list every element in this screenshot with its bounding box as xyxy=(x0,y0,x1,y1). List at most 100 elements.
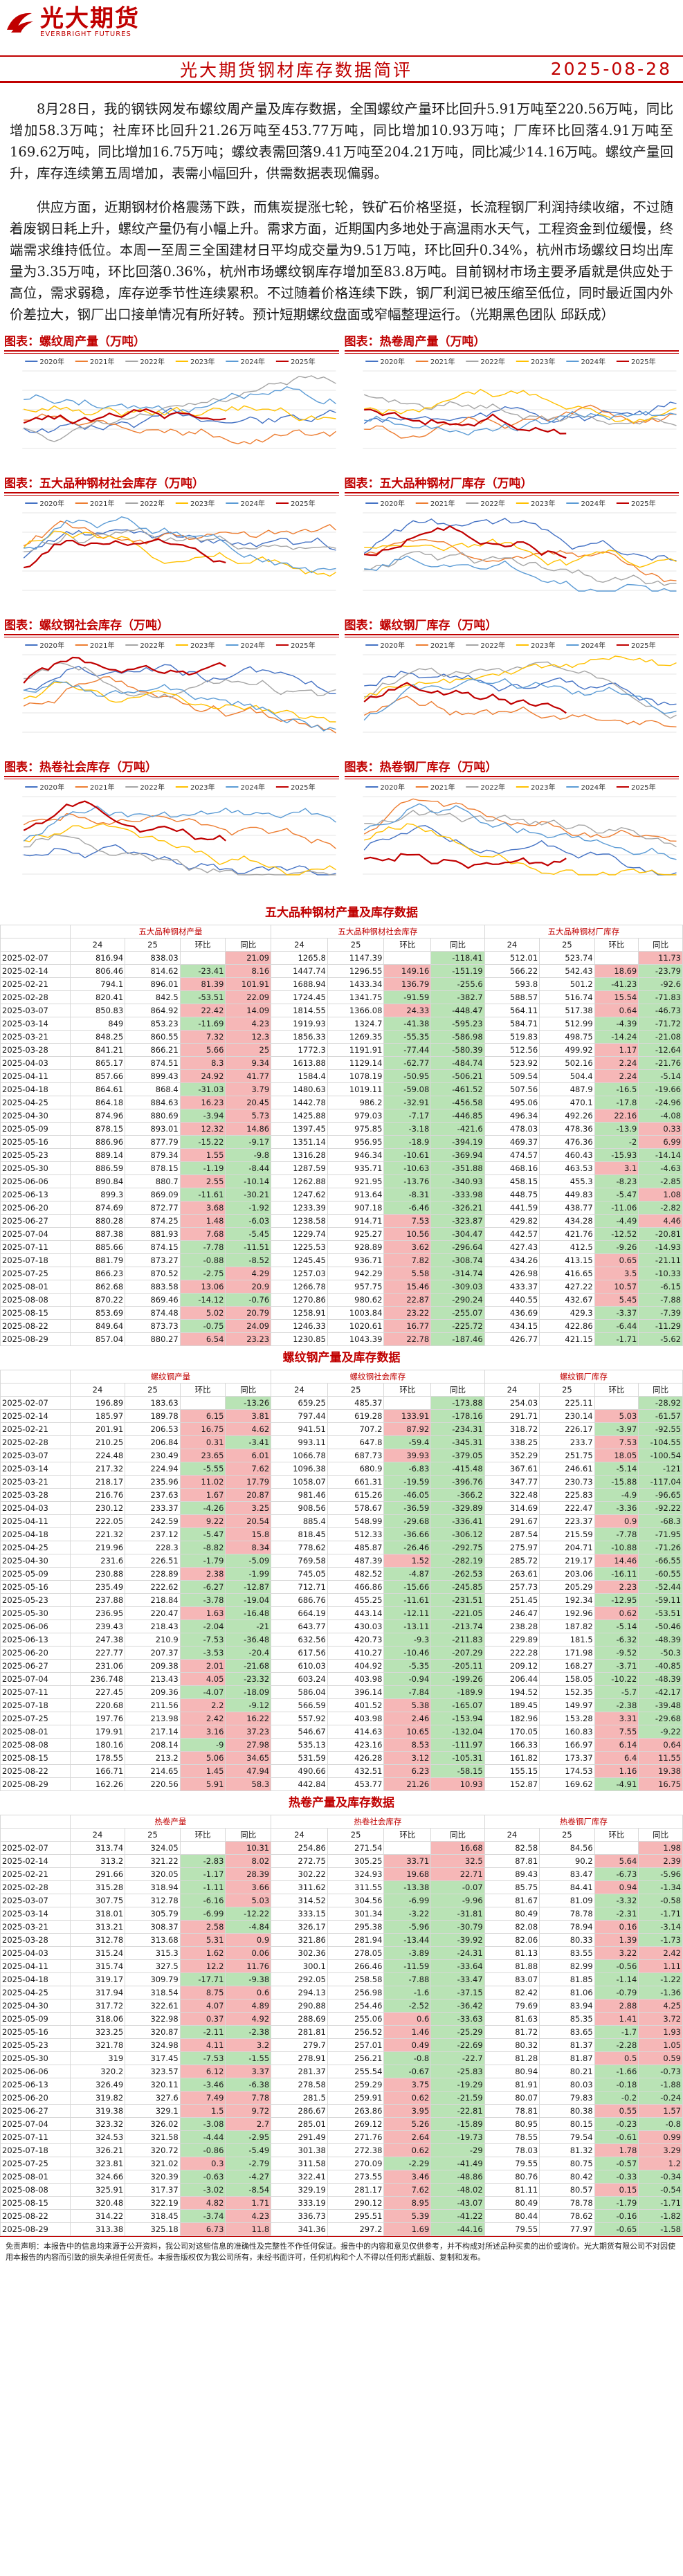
date-cell: 2025-02-14 xyxy=(0,1409,71,1423)
value-cell: 257.73 xyxy=(484,1580,540,1594)
table-row: 2025-04-25 219.96 228.3 -8.82 8.34 778.62 485.… xyxy=(0,1541,683,1554)
value-cell: 956.95 xyxy=(327,1135,385,1149)
value-cell: 319.82 xyxy=(69,2091,126,2105)
value-cell: 314.22 xyxy=(69,2209,126,2223)
legend-label: 2022年 xyxy=(140,357,165,366)
value-cell: -12.52 xyxy=(594,1227,639,1241)
value-cell: -61.57 xyxy=(638,1409,683,1423)
value-cell: 80.07 xyxy=(484,2091,540,2105)
value-cell: 230.73 xyxy=(539,1475,595,1489)
value-cell: 84.56 xyxy=(539,1841,595,1855)
value-cell: 818.45 xyxy=(271,1527,328,1541)
value-cell: -1.66 xyxy=(594,2065,639,2078)
value-cell: -187.46 xyxy=(430,1332,485,1346)
column-header: 环比 xyxy=(383,1828,432,1842)
value-cell: 4.25 xyxy=(638,1999,683,2013)
column-header: 同比 xyxy=(225,1828,272,1842)
value-cell: 712.71 xyxy=(271,1580,328,1594)
value-cell: 499.92 xyxy=(539,1043,595,1057)
table-row: 2025-06-06 890.84 880.7 2.55 -10.14 1262.88 92… xyxy=(0,1174,683,1188)
value-cell: 322.61 xyxy=(125,1999,181,2013)
value-cell: 1258.91 xyxy=(271,1306,328,1320)
value-cell: 1.48 xyxy=(179,1214,226,1228)
value-cell: 281.5 xyxy=(271,2091,328,2105)
value-cell: 15.8 xyxy=(225,1527,272,1541)
value-cell: 304.56 xyxy=(327,1894,385,1907)
value-cell: -6.83 xyxy=(383,1462,432,1476)
value-cell: 512.01 xyxy=(484,951,540,965)
value-cell: 1287.59 xyxy=(271,1161,328,1175)
value-cell: 311.58 xyxy=(271,2157,328,2170)
value-cell: -19.04 xyxy=(225,1593,272,1607)
date-cell: 2025-02-07 xyxy=(0,951,71,965)
value-cell: 235.49 xyxy=(69,1580,126,1594)
value-cell: 512.99 xyxy=(539,1017,595,1031)
value-cell: -41.22 xyxy=(430,2209,485,2223)
value-cell: 1.62 xyxy=(179,1946,226,1960)
value-cell: 81.13 xyxy=(484,1946,540,1960)
value-cell: -173.88 xyxy=(430,1396,485,1410)
value-cell xyxy=(594,1841,639,1855)
value-cell: 80.95 xyxy=(484,2117,540,2131)
value-cell: -255.6 xyxy=(430,977,485,991)
value-cell: 1480.63 xyxy=(271,1082,328,1096)
value-cell: 8.95 xyxy=(383,2196,432,2210)
value-cell: 187.82 xyxy=(539,1620,595,1633)
value-cell: -314.74 xyxy=(430,1267,485,1280)
value-cell: 286.67 xyxy=(271,2104,328,2118)
legend-label: 2022年 xyxy=(480,641,505,650)
value-cell: 647.8 xyxy=(327,1435,385,1449)
value-cell: 981.46 xyxy=(271,1488,328,1502)
value-cell: 531.59 xyxy=(271,1751,328,1765)
value-cell: 921.95 xyxy=(327,1174,385,1188)
value-cell: 201.91 xyxy=(69,1422,126,1436)
value-cell: 222.28 xyxy=(484,1646,540,1660)
value-cell: 3.5 xyxy=(594,1267,639,1280)
value-cell: 230.14 xyxy=(539,1409,595,1423)
value-cell: -50.95 xyxy=(383,1069,432,1083)
value-cell: 841.21 xyxy=(69,1043,126,1057)
series-line xyxy=(363,682,567,714)
value-cell: 322.48 xyxy=(484,1488,540,1502)
value-cell: 885.66 xyxy=(69,1240,126,1254)
value-cell: -30.21 xyxy=(225,1188,272,1201)
value-cell: -2.83 xyxy=(179,1854,226,1868)
value-cell: 2.2 xyxy=(179,1698,226,1712)
value-cell: -91.59 xyxy=(383,990,432,1004)
value-cell: -16.48 xyxy=(225,1606,272,1620)
value-cell: -104.55 xyxy=(638,1435,683,1449)
series-line xyxy=(23,530,336,577)
value-cell: 857.04 xyxy=(69,1332,126,1346)
value-cell: 321.58 xyxy=(125,2130,181,2144)
date-cell: 2025-05-09 xyxy=(0,1122,71,1136)
table-row: 2025-08-29 162.26 220.56 5.91 58.3 442.84 453.… xyxy=(0,1777,683,1791)
value-cell: 218.43 xyxy=(125,1620,181,1633)
value-cell: -308.74 xyxy=(430,1253,485,1267)
value-cell: -68.3 xyxy=(638,1514,683,1528)
value-cell: 986.2 xyxy=(327,1096,385,1109)
date-cell: 2025-08-29 xyxy=(0,1332,71,1346)
legend-label: 2024年 xyxy=(240,641,265,650)
value-cell: 427.22 xyxy=(539,1280,595,1294)
table-title: 螺纹钢产量及库存数据 xyxy=(282,1351,401,1365)
table-row: 2025-08-22 314.22 318.45 -3.74 4.23 336.73 295… xyxy=(0,2209,683,2223)
value-cell: -3.74 xyxy=(179,2209,226,2223)
value-cell: 39.93 xyxy=(383,1449,432,1462)
value-cell: -6.38 xyxy=(225,2078,272,2092)
value-cell: 257.01 xyxy=(327,2038,385,2052)
value-cell: 1.45 xyxy=(179,1764,226,1778)
value-cell: 222.62 xyxy=(125,1580,181,1594)
value-cell: -4.9 xyxy=(594,1488,639,1502)
date-cell: 2025-04-03 xyxy=(0,1501,71,1515)
value-cell: 312.78 xyxy=(125,1894,181,1907)
value-cell: 206.84 xyxy=(125,1435,181,1449)
legend-label: 2025年 xyxy=(291,641,316,650)
value-cell: 0.9 xyxy=(594,1514,639,1528)
value-cell: -0.58 xyxy=(638,1894,683,1907)
value-cell: 14.86 xyxy=(225,1122,272,1136)
value-cell: -3.41 xyxy=(225,1435,272,1449)
value-cell: 227.45 xyxy=(69,1685,126,1699)
value-cell: 0.9 xyxy=(225,1933,272,1947)
value-cell: 1341.75 xyxy=(327,990,385,1004)
table-row: 2025-03-14 318.01 305.79 -6.99 -12.22 333.15 3… xyxy=(0,1907,683,1921)
